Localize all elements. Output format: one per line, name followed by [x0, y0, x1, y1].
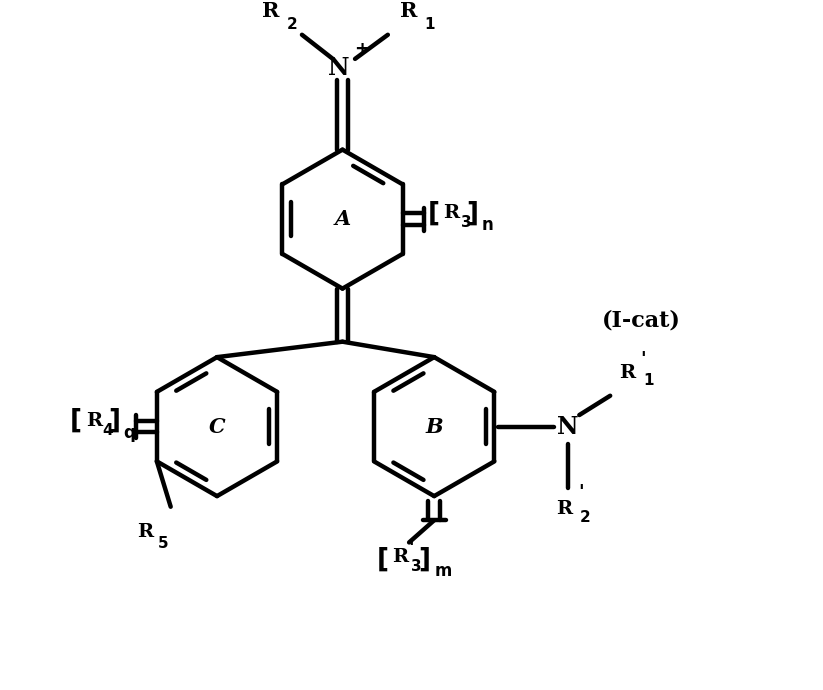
- Text: [: [: [70, 408, 82, 434]
- Text: [: [: [376, 546, 388, 573]
- Text: N: N: [557, 415, 579, 439]
- Text: R: R: [86, 412, 103, 430]
- Text: R: R: [444, 204, 459, 222]
- Text: q: q: [123, 424, 135, 442]
- Text: ]: ]: [467, 200, 478, 226]
- Text: A: A: [334, 209, 351, 229]
- Text: m: m: [435, 562, 452, 580]
- Text: ]: ]: [109, 408, 121, 434]
- Text: R: R: [263, 1, 280, 21]
- Text: ': ': [640, 350, 646, 368]
- Text: 3: 3: [461, 215, 472, 230]
- Text: R: R: [137, 523, 154, 541]
- Text: 1: 1: [424, 17, 435, 32]
- Text: 4: 4: [103, 423, 114, 438]
- Text: R: R: [401, 1, 418, 21]
- Text: C: C: [209, 417, 226, 437]
- Text: R: R: [392, 548, 408, 566]
- Text: (I-cat): (I-cat): [602, 309, 681, 331]
- Text: 2: 2: [579, 510, 590, 525]
- Text: ]: ]: [419, 546, 430, 573]
- Text: 5: 5: [158, 536, 168, 551]
- Text: 3: 3: [411, 559, 421, 574]
- Text: +: +: [354, 40, 370, 58]
- Text: 2: 2: [287, 17, 298, 32]
- Text: N: N: [328, 56, 350, 79]
- Text: [: [: [428, 200, 439, 226]
- Text: n: n: [481, 216, 494, 234]
- Text: B: B: [425, 417, 443, 437]
- Text: R: R: [620, 364, 635, 382]
- Text: ': ': [579, 483, 584, 501]
- Text: R: R: [556, 500, 572, 518]
- Text: ': ': [408, 540, 414, 558]
- Text: 1: 1: [644, 373, 654, 388]
